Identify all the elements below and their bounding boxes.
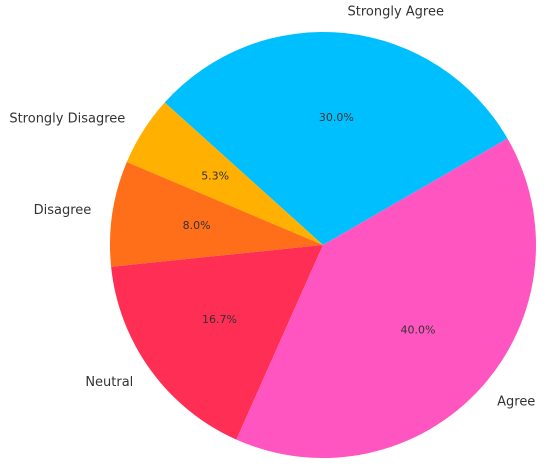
value-label: 40.0% [400, 324, 435, 337]
slice-label: Disagree [34, 203, 92, 218]
pie-slice [164, 32, 508, 246]
pie-slice [126, 102, 323, 245]
pie-slice [236, 138, 536, 459]
pie-slice [109, 162, 323, 267]
pie-slice [111, 245, 323, 440]
value-label: 16.7% [202, 313, 237, 326]
slice-label: Neutral [85, 375, 133, 390]
slice-label: Strongly Disagree [9, 112, 125, 127]
value-label: 8.0% [183, 219, 211, 232]
value-label: 30.0% [319, 111, 354, 124]
slice-label: Agree [497, 394, 535, 409]
slice-label: Strongly Agree [347, 4, 444, 19]
value-label: 5.3% [201, 169, 229, 182]
